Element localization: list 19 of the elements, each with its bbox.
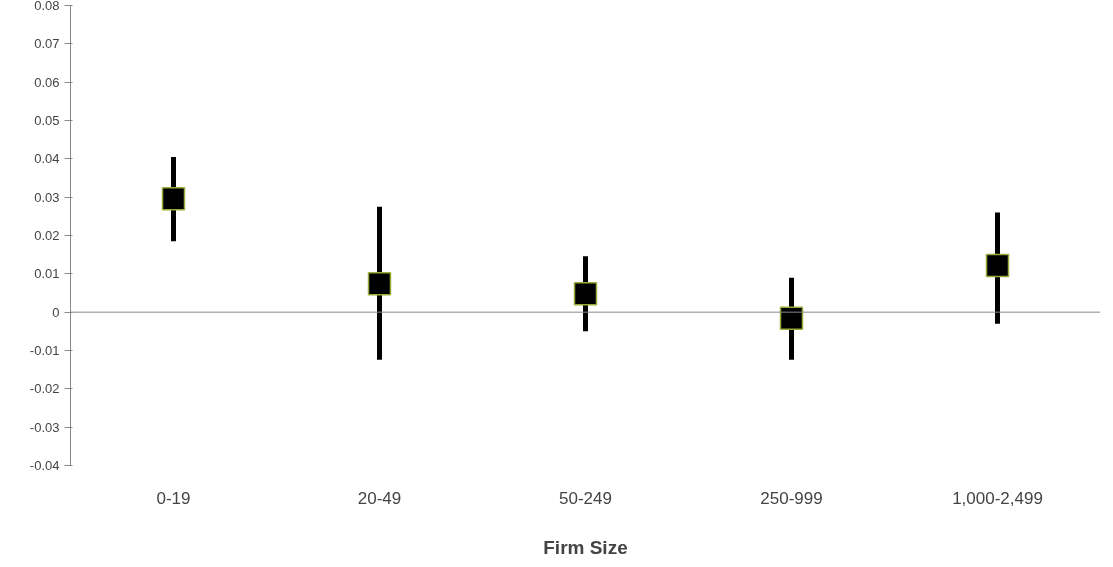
x-tick-label: 20-49 — [357, 488, 402, 508]
x-axis-title: Firm Size — [543, 536, 628, 558]
y-tick-label: 0.02 — [34, 228, 60, 243]
y-tick-label: -0.01 — [29, 343, 60, 358]
y-tick-label: 0 — [52, 304, 60, 320]
y-tick-label: 0.05 — [34, 113, 60, 128]
y-tick-label: 0.06 — [34, 74, 60, 90]
y-tick-label: -0.03 — [29, 419, 60, 435]
y-tick-label: 0.01 — [34, 266, 60, 282]
y-tick-label: 0.08 — [34, 0, 60, 13]
y-tick-label: 0.03 — [34, 189, 60, 205]
x-tick-label: 0-19 — [156, 488, 191, 508]
x-tick-label: 50-249 — [559, 488, 612, 508]
x-tick-label: 250-999 — [760, 488, 823, 508]
y-tick-label: 0.04 — [34, 151, 60, 167]
x-tick-label: 1,000-2,499 — [952, 488, 1043, 508]
y-tick-label: 0.07 — [34, 36, 60, 52]
y-tick-label: -0.04 — [29, 458, 60, 473]
y-tick-label: -0.02 — [29, 381, 60, 397]
